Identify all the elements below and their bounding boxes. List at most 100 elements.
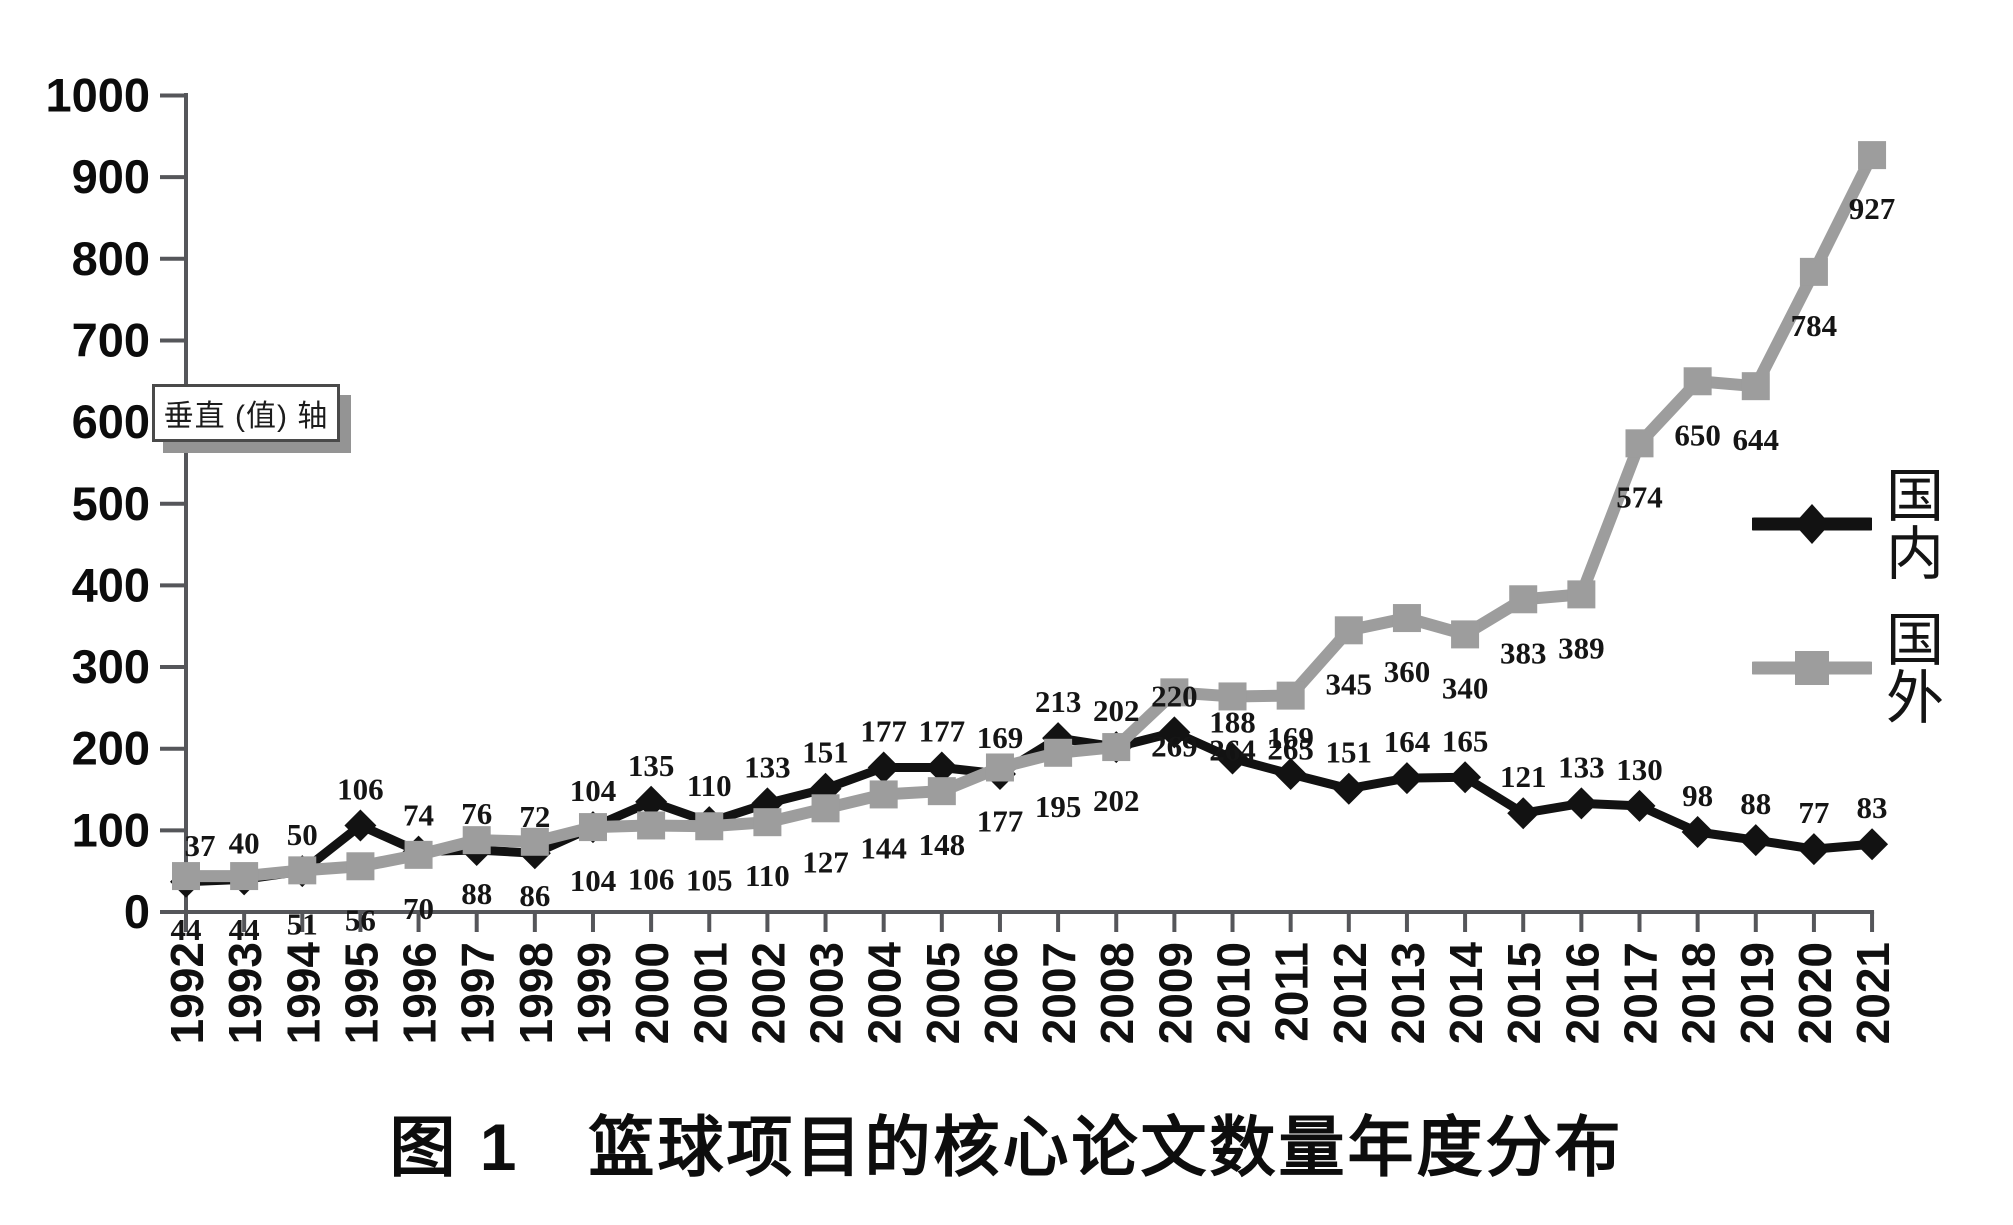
data-label-domestic: 133 [1558, 749, 1605, 784]
domestic-diamond-marker [1739, 824, 1772, 857]
legend-label-domestic: 国内 [1886, 464, 1951, 587]
data-label-foreign: 106 [628, 861, 675, 896]
domestic-diamond-marker [1274, 758, 1307, 791]
foreign-square-marker [1741, 372, 1770, 401]
foreign-square-marker [1509, 585, 1538, 614]
data-label-domestic: 151 [1326, 735, 1373, 770]
x-tick-label: 1992 [161, 942, 213, 1044]
data-label-domestic: 130 [1616, 752, 1663, 787]
data-label-foreign: 202 [1093, 783, 1140, 818]
data-label-foreign: 56 [345, 902, 376, 937]
domestic-diamond-line-icon [1747, 492, 1877, 561]
x-tick-label: 1996 [394, 942, 446, 1044]
data-label-domestic: 188 [1209, 704, 1256, 739]
x-tick-label: 2014 [1440, 942, 1492, 1045]
data-label-foreign: 104 [570, 863, 617, 898]
domestic-diamond-marker [1507, 797, 1540, 830]
data-label-domestic: 177 [919, 713, 966, 748]
data-label-domestic: 83 [1857, 790, 1888, 825]
foreign-square-marker [1044, 738, 1073, 767]
data-label-foreign: 44 [229, 912, 260, 947]
x-tick-label: 2007 [1033, 942, 1085, 1044]
data-label-domestic: 88 [1740, 786, 1771, 821]
foreign-square-marker [753, 808, 782, 837]
x-tick-label: 2015 [1498, 942, 1550, 1044]
x-tick-label: 1997 [452, 942, 504, 1044]
legend-item-foreign: 国外 [1747, 612, 2013, 728]
data-label-domestic: 213 [1035, 684, 1082, 719]
legend-swatch-canvas [1747, 650, 1877, 685]
domestic-diamond-marker [925, 751, 958, 784]
domestic-diamond-marker [1623, 789, 1656, 822]
legend-swatch-canvas [1747, 503, 1877, 544]
data-label-foreign: 340 [1442, 670, 1489, 705]
data-label-foreign: 177 [977, 803, 1024, 838]
x-tick-label: 2016 [1556, 942, 1608, 1044]
foreign-square-marker [520, 827, 549, 856]
data-label-domestic: 106 [337, 771, 384, 806]
domestic-diamond-marker [1565, 787, 1598, 820]
y-tick-label: 800 [72, 232, 150, 285]
y-tick-label: 1000 [45, 69, 150, 122]
foreign-square-marker [172, 862, 200, 891]
data-label-foreign: 51 [287, 906, 318, 941]
data-label-foreign: 86 [519, 878, 550, 913]
x-tick-label: 2017 [1615, 942, 1667, 1044]
foreign-square-marker [985, 753, 1014, 782]
foreign-square-marker [1218, 682, 1247, 711]
data-label-foreign: 389 [1558, 630, 1605, 665]
legend: 国内 国外 [1747, 464, 2013, 728]
data-label-domestic: 110 [687, 768, 732, 803]
y-tick-label: 400 [72, 558, 150, 611]
data-label-domestic: 76 [461, 796, 492, 831]
figure-caption: 图 1 篮球项目的核心论文数量年度分布 [389, 1110, 1624, 1184]
data-label-foreign: 265 [1267, 732, 1314, 767]
domestic-diamond-marker [1332, 772, 1365, 805]
domestic-diamond-marker [1216, 742, 1249, 775]
x-tick-label: 2012 [1324, 942, 1376, 1044]
x-tick-label: 2011 [1266, 942, 1318, 1042]
data-label-foreign: 264 [1209, 732, 1256, 767]
domestic-diamond-marker [1390, 762, 1423, 795]
foreign-square-marker [637, 811, 666, 840]
data-label-foreign: 44 [171, 912, 202, 947]
data-label-foreign: 360 [1384, 654, 1431, 689]
data-label-foreign: 110 [745, 858, 790, 893]
x-tick-label: 2018 [1673, 942, 1725, 1044]
foreign-square-marker [1799, 257, 1828, 286]
data-label-domestic: 133 [744, 749, 791, 784]
foreign-square-marker [869, 780, 898, 809]
domestic-diamond-marker [344, 809, 377, 842]
foreign-square-marker [811, 794, 840, 823]
y-tick-label: 100 [72, 803, 150, 856]
x-tick-label: 2006 [975, 942, 1027, 1044]
data-label-domestic: 37 [185, 828, 216, 863]
foreign-square-marker [288, 856, 317, 885]
data-label-domestic: 135 [628, 748, 675, 783]
x-tick-label: 2005 [917, 942, 969, 1044]
foreign-square-marker [578, 813, 607, 842]
data-label-foreign: 345 [1326, 666, 1373, 701]
x-tick-label: 2010 [1208, 942, 1260, 1044]
vertical-axis-label-text: 垂直 (值) 轴 [163, 400, 329, 433]
data-label-foreign: 383 [1500, 635, 1547, 670]
data-label-domestic: 98 [1682, 778, 1713, 813]
data-label-domestic: 177 [860, 713, 907, 748]
x-tick-label: 2009 [1149, 942, 1201, 1044]
x-tick-label: 2008 [1091, 942, 1143, 1044]
data-label-foreign: 269 [1151, 728, 1198, 763]
y-tick-label: 200 [72, 722, 150, 775]
data-label-domestic: 50 [287, 817, 318, 852]
foreign-square-marker [1625, 429, 1654, 458]
foreign-square-line-icon [1747, 636, 1877, 705]
data-label-domestic: 77 [1798, 795, 1829, 830]
domestic-diamond-marker [1158, 716, 1191, 749]
y-tick-label: 300 [72, 640, 150, 693]
data-label-foreign: 574 [1616, 479, 1663, 514]
foreign-square-marker [1451, 620, 1480, 649]
data-label-domestic: 74 [403, 798, 434, 833]
x-tick-label: 1995 [335, 942, 387, 1044]
y-tick-label: 500 [72, 477, 150, 530]
x-tick-label: 2001 [684, 942, 736, 1044]
